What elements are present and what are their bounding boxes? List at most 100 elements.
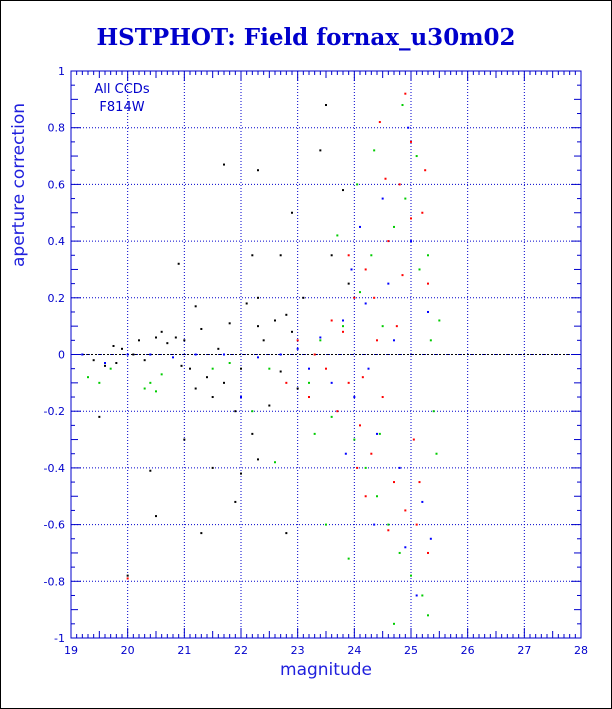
y-tick-label: -0.4	[44, 462, 65, 475]
data-point-series-2	[387, 529, 390, 532]
x-tick-label: 27	[517, 644, 531, 657]
data-point-series-2	[384, 177, 387, 180]
data-point-series-3	[435, 452, 438, 455]
data-point-series-1	[234, 410, 237, 413]
data-point-series-3	[319, 339, 322, 342]
data-point-series-1	[211, 396, 214, 399]
data-point-series-1	[302, 296, 305, 299]
data-point-series-2	[325, 367, 327, 370]
data-point-series-4	[353, 396, 356, 399]
data-point-series-1	[112, 344, 115, 347]
data-point-series-2	[412, 438, 415, 441]
data-point-series-3	[325, 523, 327, 526]
data-point-series-2	[330, 319, 333, 322]
data-point-series-2	[296, 339, 299, 342]
data-point-series-3	[410, 574, 412, 577]
data-point-series-3	[438, 319, 441, 322]
data-point-series-4	[407, 126, 410, 129]
data-point-series-1	[143, 359, 146, 362]
data-point-series-3	[370, 254, 373, 257]
data-point-series-4	[104, 362, 106, 365]
data-point-series-1	[279, 254, 282, 257]
data-point-series-3	[313, 432, 316, 435]
x-tick-label: 25	[404, 644, 418, 657]
y-tick-label: 1	[58, 65, 65, 78]
data-point-series-1	[155, 515, 157, 518]
data-point-series-1	[177, 262, 180, 265]
data-point-series-2	[387, 240, 390, 243]
data-point-series-1	[279, 370, 282, 373]
data-point-series-2	[418, 481, 421, 484]
data-point-series-4	[376, 432, 378, 435]
data-point-series-3	[398, 551, 401, 554]
data-point-series-3	[228, 362, 231, 365]
data-point-series-1	[291, 330, 293, 333]
data-point-series-2	[398, 183, 401, 186]
data-point-series-2	[313, 353, 316, 356]
data-point-series-3	[387, 523, 390, 526]
data-point-series-1	[251, 254, 254, 257]
data-point-series-4	[279, 353, 282, 356]
data-point-series-1	[257, 458, 259, 461]
data-point-series-1	[319, 149, 322, 152]
data-point-series-3	[373, 149, 376, 152]
y-tick-label: -0.8	[44, 575, 65, 588]
x-tick-label: 20	[121, 644, 135, 657]
legend-filter: F814W	[99, 100, 144, 115]
data-point-series-4	[381, 197, 384, 200]
data-point-series-4	[387, 282, 390, 285]
data-point-series-1	[166, 342, 169, 345]
y-tick-label: -0.6	[44, 519, 65, 532]
data-point-series-1	[126, 574, 129, 577]
data-point-series-2	[370, 452, 373, 455]
data-point-series-3	[415, 155, 418, 158]
data-point-series-1	[98, 415, 101, 418]
data-point-series-3	[376, 495, 378, 498]
x-tick-label: 26	[461, 644, 475, 657]
data-point-series-4	[427, 310, 429, 313]
data-point-series-3	[393, 622, 395, 625]
data-point-series-1	[194, 387, 197, 390]
data-point-series-3	[432, 410, 435, 413]
data-point-series-1	[245, 302, 248, 305]
data-point-series-1	[180, 364, 183, 367]
data-point-series-1	[211, 466, 214, 469]
data-point-series-1	[342, 189, 344, 192]
data-point-series-2	[342, 330, 344, 333]
data-point-series-1	[291, 211, 293, 214]
data-point-series-3	[393, 225, 395, 228]
data-point-series-2	[404, 509, 407, 512]
y-tick-label: 0.6	[48, 178, 66, 191]
data-point-series-1	[257, 296, 259, 299]
data-point-series-3	[427, 254, 429, 257]
data-point-series-4	[172, 356, 174, 359]
data-point-series-3	[109, 367, 112, 370]
data-point-series-3	[143, 387, 146, 390]
data-point-series-3	[336, 234, 339, 237]
data-point-series-4	[149, 353, 152, 356]
data-point-series-3	[427, 614, 429, 617]
y-axis-title: aperture correction	[9, 103, 29, 267]
data-point-series-3	[98, 381, 101, 384]
data-point-series-2	[347, 254, 350, 257]
data-point-series-3	[381, 325, 384, 328]
data-point-series-2	[353, 296, 356, 299]
data-point-series-1	[285, 313, 288, 316]
data-point-series-3	[418, 268, 421, 271]
data-point-series-1	[223, 381, 225, 384]
data-point-series-4	[308, 367, 310, 370]
data-point-series-2	[404, 92, 407, 95]
data-point-series-3	[330, 415, 333, 418]
data-point-series-3	[274, 461, 276, 464]
data-point-series-3	[378, 432, 381, 435]
data-point-series-2	[376, 339, 378, 342]
data-point-series-4	[404, 546, 407, 549]
data-point-series-1	[200, 532, 203, 535]
data-point-series-2	[126, 577, 129, 580]
data-point-series-2	[410, 217, 412, 220]
y-tick-label: -0.2	[44, 405, 65, 418]
chart-title: HSTPHOT: Field fornax_u30m02	[96, 24, 516, 51]
data-point-series-2	[381, 396, 384, 399]
data-point-series-2	[285, 381, 288, 384]
